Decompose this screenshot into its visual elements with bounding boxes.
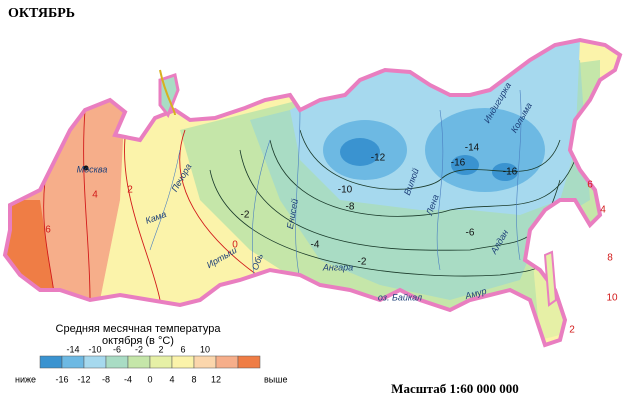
isotherm-label: -16 [503,167,518,178]
legend-swatch [237,355,261,369]
isotherm-label: -12 [371,153,386,164]
legend-label: -6 [113,344,121,354]
legend-title: Средняя месячная температура [56,323,222,335]
legend-label: 12 [211,374,221,384]
legend-label: -4 [124,374,132,384]
zone [492,163,518,181]
legend-label: -10 [88,344,101,354]
zone [451,155,479,175]
zone [340,138,380,166]
legend-swatch [61,355,85,369]
legend-swatch [127,355,151,369]
scale: Масштаб 1:60 000 000 [391,381,519,396]
isotherm-label: 4 [600,205,606,216]
isotherm-label: 2 [569,325,575,336]
legend-label: 0 [147,374,152,384]
isotherm-label: 6 [45,225,51,236]
isotherm-labels: -12 -14 -16 -16 -10 -8 -6 -4 -2 -2 0 2 4 6 6 8 10 4 2 [45,143,618,336]
isotherm-label: -2 [241,210,250,221]
legend-label: ниже [15,374,36,384]
legend-label: -2 [135,344,143,354]
isotherm-label: -4 [311,240,320,251]
isotherm-label: 8 [607,253,613,264]
map-title: ОКТЯБРЬ [8,6,75,21]
isotherm-label: -6 [466,228,475,239]
legend-label: -16 [55,374,68,384]
legend-label: -8 [102,374,110,384]
legend-swatch [105,355,129,369]
isotherm-label: 0 [232,240,238,251]
legend-swatch [149,355,173,369]
isotherm-label: -10 [338,185,353,196]
legend-label: -12 [77,374,90,384]
legend-label: -14 [66,344,79,354]
legend-swatch [215,355,239,369]
legend-label: 4 [169,374,174,384]
legend-swatch [193,355,217,369]
island [159,69,176,116]
legend-title: октября (в °C) [102,335,174,347]
isotherm-label: 10 [606,293,618,304]
legend-label: выше [264,374,287,384]
isotherm-label: -14 [465,143,480,154]
isotherm-label: -2 [358,257,367,268]
legend-swatch [171,355,195,369]
isotherm-label: 4 [92,190,98,201]
place-label: Ангара [322,262,353,272]
city-marker [83,165,89,171]
island [543,250,558,307]
isotherm-label: -8 [346,202,355,213]
legend-label: 2 [158,344,163,354]
isotherm-label: 6 [587,180,593,191]
isotherm-label: -16 [451,158,466,169]
rivers [149,89,522,291]
legend-label: 10 [200,344,210,354]
place-label: Москва [77,164,108,174]
legend-label: 6 [180,344,185,354]
legend-swatch [39,355,63,369]
isotherm-label: 2 [127,185,133,196]
legend-label: 8 [191,374,196,384]
place-label: оз. Байкал [378,292,422,302]
legend: -14 -10 -6 -2 2 6 10 ниже -16 -12 -8 -4 0 4 8 12 выше [15,344,288,384]
legend-swatch [83,355,107,369]
